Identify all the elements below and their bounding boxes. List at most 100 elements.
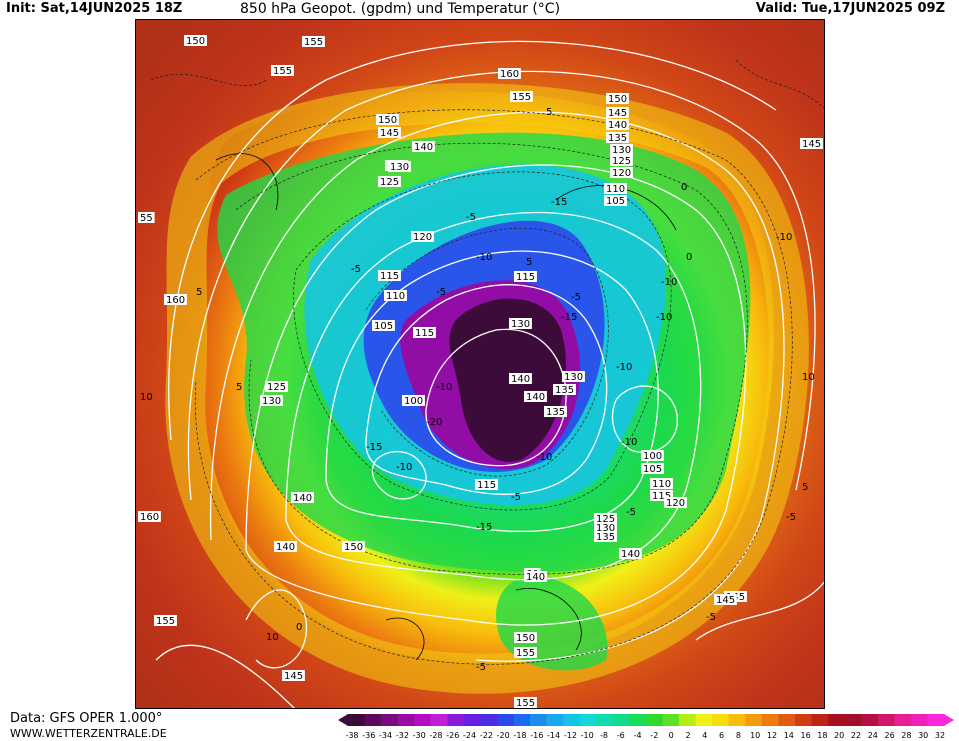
temperature-label: 5 [196,287,202,298]
height-label-box [138,511,161,522]
height-label: 140 [414,142,433,153]
height-label-box [619,548,642,559]
temperature-label: 0 [681,182,687,193]
height-label-box [411,231,434,242]
legend-swatch [579,714,597,726]
height-label: 155 [156,616,175,627]
temperature-label: -5 [626,507,636,518]
legend-swatch [397,714,415,726]
height-label: 110 [652,479,671,490]
legend-swatch [662,714,680,726]
legend-swatch [629,714,647,726]
legend-swatch [364,714,382,726]
height-label-box [509,318,532,329]
height-label-box [271,65,294,76]
init-time-label: Init: Sat,14JUN2025 18Z [6,1,183,16]
legend-swatch [563,714,581,726]
legend-tick-label: 24 [868,731,878,740]
temperature-label: -5 [466,212,476,223]
legend-arrow-right [944,714,954,726]
height-label-layer: 1501551551601551501451401351501451401351… [138,35,823,708]
height-label: 150 [186,36,205,47]
temperature-label: 5 [802,482,808,493]
temperature-label: -5 [786,512,796,523]
height-label-box [610,155,633,166]
height-label: 105 [374,321,393,332]
height-label: 125 [612,156,631,167]
height-label-box [402,395,425,406]
height-label: 125 [267,382,286,393]
height-label-box [164,294,187,305]
height-label: 130 [262,396,281,407]
legend-swatch [381,714,399,726]
height-label: 155 [304,37,323,48]
legend-swatch [927,714,945,726]
legend-tick-label: -12 [564,731,577,740]
height-label-box [378,270,401,281]
temperature-label: -5 [571,292,581,303]
legend-tick-label: -16 [530,731,543,740]
legend-tick-label: 22 [851,731,861,740]
height-label-box [302,36,325,47]
height-label-box [274,541,297,552]
temperature-isotherms [150,59,824,665]
height-label-box [184,35,207,46]
legend-swatch [894,714,912,726]
height-label-box [606,107,629,118]
legend-tick-label: -30 [413,731,426,740]
height-label-box [604,183,627,194]
height-label-box [514,647,537,658]
height-label: 150 [608,94,627,105]
height-label: 160 [500,69,519,80]
legend-swatch [447,714,465,726]
height-label-box [524,571,547,582]
height-label: 115 [415,328,434,339]
height-label: 115 [477,480,496,491]
height-label-box [384,290,407,301]
legend-swatch [612,714,630,726]
height-label-box [378,176,401,187]
height-label-box [594,522,617,533]
height-label-box [641,463,664,474]
legend-tick-label: 4 [702,731,707,740]
height-label-box [514,632,537,643]
height-label: 145 [802,139,821,150]
temperature-label: 5 [546,107,552,118]
legend-tick-label: 26 [885,731,895,740]
height-label-box [606,119,629,130]
legend-tick-label: 32 [935,731,945,740]
temperature-label: 0 [686,252,692,263]
legend-swatch [414,714,432,726]
temperature-label-layer: -5-5-5-10-10-10-10-15-15-15-10-5-5005510… [140,107,815,673]
data-source-label: Data: GFS OPER 1.000° [10,711,163,726]
temperature-label: -5 [706,612,716,623]
legend-tick-label: 28 [901,731,911,740]
legend-swatch [430,714,448,726]
height-label-box [641,450,664,461]
legend-swatch [761,714,779,726]
legend-swatch [596,714,614,726]
height-label: 160 [140,512,159,523]
height-label: 115 [380,271,399,282]
legend-tick-label: -14 [547,731,560,740]
height-label-box [544,406,567,417]
height-label: 105 [643,464,662,475]
legend-swatch [463,714,481,726]
temperature-label: -15 [561,312,577,323]
height-label-box [714,594,737,605]
legend-tick-label: 8 [736,731,741,740]
legend-swatch [497,714,515,726]
temperature-geopotential-map: -5-5-5-10-10-10-10-15-15-15-10-5-5005510… [136,20,824,708]
height-label: 130 [511,319,530,330]
temperature-label: 0 [296,622,302,633]
legend-tick-label: -2 [650,731,658,740]
height-label: 140 [526,572,545,583]
temperature-label: -10 [776,232,792,243]
legend-tick-label: 2 [685,731,690,740]
temperature-label: 5 [526,257,532,268]
temperature-label: -15 [366,442,382,453]
height-label: 140 [526,392,545,403]
legend-swatch [646,714,664,726]
temperature-label: 10 [140,392,153,403]
temperature-label: -10 [396,462,412,473]
